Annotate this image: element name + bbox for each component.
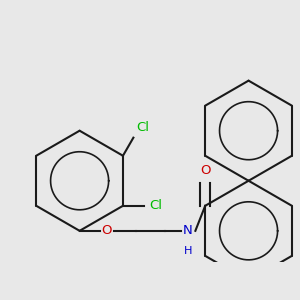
Text: Cl: Cl — [136, 121, 149, 134]
Text: H: H — [184, 247, 192, 256]
Text: Cl: Cl — [149, 199, 162, 212]
Text: O: O — [200, 164, 211, 177]
Text: N: N — [183, 224, 193, 237]
Text: O: O — [101, 224, 112, 237]
